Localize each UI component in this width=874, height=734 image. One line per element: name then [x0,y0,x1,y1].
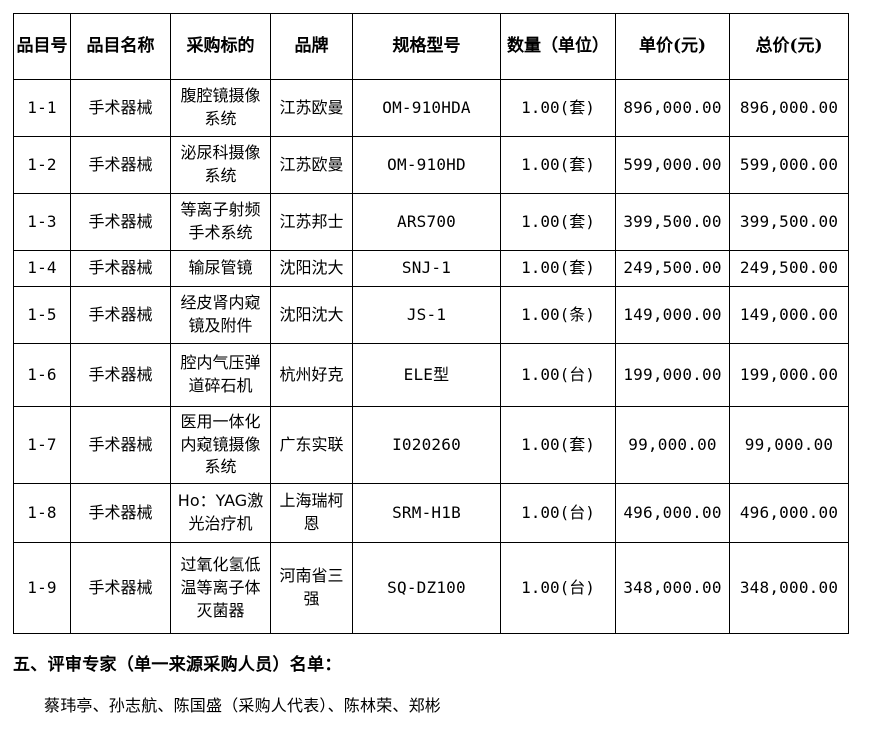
cell-item-name: 手术器械 [70,542,171,635]
cell-unit-price: 249,500.00 [615,250,730,287]
table-header-row: 品目号 品目名称 采购标的 品牌 规格型号 数量（单位） 单价(元) 总价(元) [13,13,849,80]
cell-spec: JS-1 [352,286,501,344]
cell-spec: OM-910HD [352,136,501,194]
cell-total-price: 348,000.00 [729,542,849,635]
cell-unit-price: 149,000.00 [615,286,730,344]
cell-item-no: 1-7 [13,405,71,485]
cell-target: 腹腔镜摄像系统 [170,79,271,137]
cell-unit-price: 348,000.00 [615,542,730,635]
table-row: 1-3 手术器械 等离子射频手术系统 江苏邦士 ARS700 1.00(套) 3… [13,193,849,251]
cell-brand: 江苏邦士 [270,193,353,251]
table-row: 1-6 手术器械 腔内气压弹道碎石机 杭州好克 ELE型 1.00(台) 199… [13,343,849,407]
cell-item-name: 手术器械 [70,286,171,344]
cell-spec: SQ-DZ100 [352,542,501,635]
procurement-table: 品目号 品目名称 采购标的 品牌 规格型号 数量（单位） 单价(元) 总价(元)… [13,13,849,635]
table-header: 品目号 品目名称 采购标的 品牌 规格型号 数量（单位） 单价(元) 总价(元) [13,13,849,80]
cell-total-price: 149,000.00 [729,286,849,344]
cell-quantity: 1.00(套) [500,136,616,194]
cell-quantity: 1.00(条) [500,286,616,344]
cell-item-no: 1-2 [13,136,71,194]
table-row: 1-5 手术器械 经皮肾内窥镜及附件 沈阳沈大 JS-1 1.00(条) 149… [13,286,849,344]
cell-item-no: 1-4 [13,250,71,287]
table-row: 1-2 手术器械 泌尿科摄像系统 江苏欧曼 OM-910HD 1.00(套) 5… [13,136,849,194]
cell-total-price: 896,000.00 [729,79,849,137]
cell-brand: 沈阳沈大 [270,250,353,287]
cell-unit-price: 896,000.00 [615,79,730,137]
cell-spec: SNJ-1 [352,250,501,287]
experts-name-list: 蔡玮亭、孙志航、陈国盛（采购人代表）、陈林荣、郑彬 [44,696,442,715]
column-header-spec: 规格型号 [352,13,501,80]
cell-unit-price: 496,000.00 [615,483,730,544]
cell-brand: 上海瑞柯恩 [270,483,353,544]
column-header-item-no: 品目号 [13,13,71,80]
cell-item-name: 手术器械 [70,136,171,194]
experts-section-heading: 五、评审专家（单一来源采购人员）名单： [13,655,342,675]
cell-item-no: 1-5 [13,286,71,344]
cell-total-price: 99,000.00 [729,405,849,485]
cell-item-name: 手术器械 [70,193,171,251]
cell-quantity: 1.00(套) [500,79,616,137]
column-header-brand: 品牌 [270,13,353,80]
column-header-total-price: 总价(元) [729,13,849,80]
cell-target: 经皮肾内窥镜及附件 [170,286,271,344]
cell-unit-price: 399,500.00 [615,193,730,251]
cell-spec: ELE型 [352,343,501,407]
cell-target: 等离子射频手术系统 [170,193,271,251]
table-row: 1-9 手术器械 过氧化氢低温等离子体灭菌器 河南省三强 SQ-DZ100 1.… [13,542,849,635]
cell-target: 泌尿科摄像系统 [170,136,271,194]
column-header-quantity: 数量（单位） [500,13,616,80]
column-header-target: 采购标的 [170,13,271,80]
cell-target: 腔内气压弹道碎石机 [170,343,271,407]
cell-quantity: 1.00(台) [500,343,616,407]
cell-item-name: 手术器械 [70,483,171,544]
cell-target: Ho：YAG激光治疗机 [170,483,271,544]
cell-unit-price: 599,000.00 [615,136,730,194]
cell-brand: 河南省三强 [270,542,353,635]
column-header-unit-price: 单价(元) [615,13,730,80]
cell-item-no: 1-1 [13,79,71,137]
column-header-item-name: 品目名称 [70,13,171,80]
cell-brand: 江苏欧曼 [270,136,353,194]
table-body: 1-1 手术器械 腹腔镜摄像系统 江苏欧曼 OM-910HDA 1.00(套) … [13,79,849,635]
cell-total-price: 249,500.00 [729,250,849,287]
cell-brand: 广东实联 [270,405,353,485]
cell-item-no: 1-6 [13,343,71,407]
cell-item-name: 手术器械 [70,405,171,485]
cell-target: 输尿管镜 [170,250,271,287]
cell-item-name: 手术器械 [70,250,171,287]
cell-total-price: 399,500.00 [729,193,849,251]
cell-quantity: 1.00(套) [500,193,616,251]
cell-total-price: 599,000.00 [729,136,849,194]
cell-unit-price: 199,000.00 [615,343,730,407]
cell-quantity: 1.00(套) [500,250,616,287]
cell-total-price: 496,000.00 [729,483,849,544]
cell-spec: I020260 [352,405,501,485]
cell-total-price: 199,000.00 [729,343,849,407]
cell-item-no: 1-3 [13,193,71,251]
cell-quantity: 1.00(套) [500,405,616,485]
cell-spec: SRM-H1B [352,483,501,544]
cell-quantity: 1.00(台) [500,483,616,544]
cell-quantity: 1.00(台) [500,542,616,635]
table-row: 1-1 手术器械 腹腔镜摄像系统 江苏欧曼 OM-910HDA 1.00(套) … [13,79,849,137]
cell-target: 医用一体化内窥镜摄像系统 [170,405,271,485]
procurement-table-wrapper: 品目号 品目名称 采购标的 品牌 规格型号 数量（单位） 单价(元) 总价(元)… [13,13,849,635]
cell-spec: ARS700 [352,193,501,251]
cell-target: 过氧化氢低温等离子体灭菌器 [170,542,271,635]
cell-unit-price: 99,000.00 [615,405,730,485]
table-row: 1-4 手术器械 输尿管镜 沈阳沈大 SNJ-1 1.00(套) 249,500… [13,250,849,287]
table-row: 1-8 手术器械 Ho：YAG激光治疗机 上海瑞柯恩 SRM-H1B 1.00(… [13,483,849,544]
cell-item-name: 手术器械 [70,343,171,407]
cell-brand: 江苏欧曼 [270,79,353,137]
cell-brand: 沈阳沈大 [270,286,353,344]
cell-spec: OM-910HDA [352,79,501,137]
table-row: 1-7 手术器械 医用一体化内窥镜摄像系统 广东实联 I020260 1.00(… [13,405,849,485]
cell-item-name: 手术器械 [70,79,171,137]
cell-item-no: 1-9 [13,542,71,635]
cell-brand: 杭州好克 [270,343,353,407]
cell-item-no: 1-8 [13,483,71,544]
